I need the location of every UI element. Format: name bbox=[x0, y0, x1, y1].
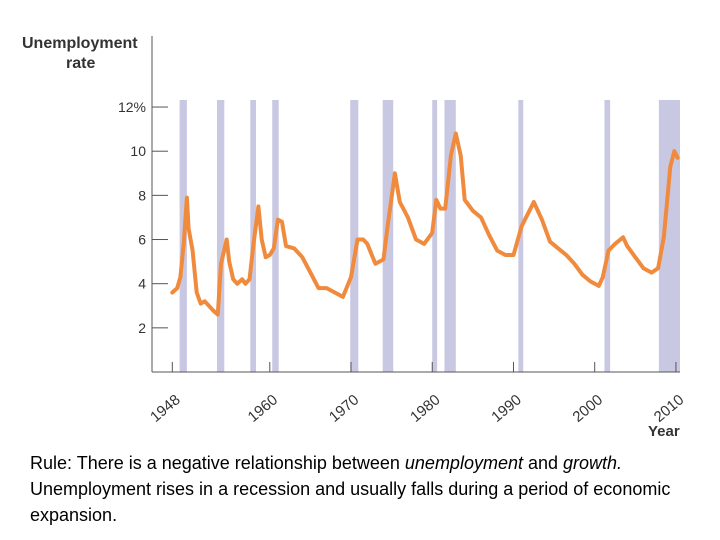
unemployment-chart: 2 4 6 8 10 12% 1948 1960 1970 1980 1990 2000 2010 bbox=[118, 36, 687, 426]
caption-part-3: Unemployment rises in a recession and us… bbox=[30, 479, 671, 525]
x-tick-label-0: 1948 bbox=[147, 391, 183, 425]
y-tick-label-1: 4 bbox=[138, 276, 146, 292]
y-tick-label-5: 12% bbox=[118, 99, 146, 115]
unemployment-rate-line bbox=[170, 131, 680, 317]
x-tick-label-3: 1980 bbox=[407, 391, 443, 425]
caption: Rule: There is a negative relationship b… bbox=[30, 450, 700, 528]
y-tick-label-0: 2 bbox=[138, 320, 146, 336]
recession-band-1 bbox=[216, 100, 225, 372]
x-tick-label-4: 1990 bbox=[488, 391, 524, 425]
y-axis-label-line-2: rate bbox=[66, 55, 96, 72]
y-tick-label-2: 6 bbox=[138, 232, 146, 248]
recession-band-7 bbox=[444, 100, 456, 372]
y-tick-label-4: 10 bbox=[130, 143, 146, 159]
caption-em-unemployment: unemployment bbox=[404, 453, 523, 473]
x-tick-label-2: 1970 bbox=[326, 391, 362, 425]
recession-band-4 bbox=[350, 100, 359, 372]
recession-band-10 bbox=[658, 100, 680, 372]
recession-band-6 bbox=[432, 100, 438, 372]
y-axis-label-line-1: Unemployment bbox=[22, 35, 138, 52]
recession-band-9 bbox=[604, 100, 611, 372]
y-tick-label-3: 8 bbox=[138, 187, 146, 203]
caption-em-growth: growth. bbox=[563, 453, 623, 473]
x-tick-label-5: 2000 bbox=[570, 391, 606, 425]
x-tick-label-1: 1960 bbox=[245, 391, 281, 425]
caption-part-2: and bbox=[522, 453, 564, 473]
x-axis-label: Year bbox=[648, 423, 680, 440]
x-tick-label-6: 2010 bbox=[651, 391, 687, 425]
caption-part-1: Rule: There is a negative relationship b… bbox=[30, 453, 405, 473]
